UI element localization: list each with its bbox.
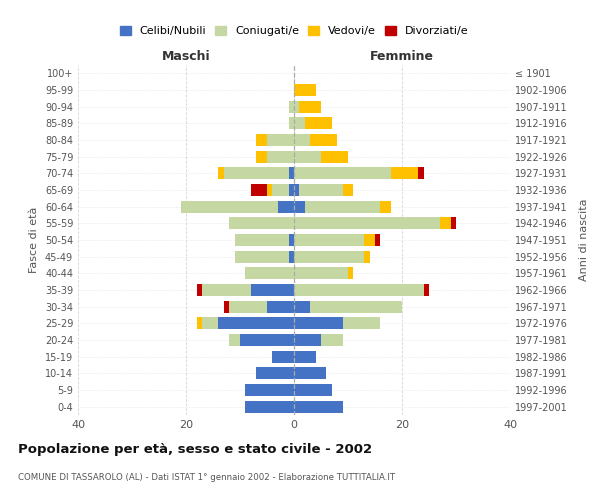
Bar [299,100,321,112]
Bar [451,218,456,230]
Bar [305,200,380,212]
Bar [348,268,353,280]
Bar [267,134,294,146]
Text: Popolazione per età, sesso e stato civile - 2002: Popolazione per età, sesso e stato civil… [18,442,372,456]
Text: COMUNE DI TASSAROLO (AL) - Dati ISTAT 1° gennaio 2002 - Elaborazione TUTTITALIA.: COMUNE DI TASSAROLO (AL) - Dati ISTAT 1°… [18,472,395,482]
Bar [202,318,218,330]
Bar [294,400,343,412]
Bar [321,150,348,162]
Bar [294,318,343,330]
Bar [229,218,294,230]
Bar [294,368,326,380]
Bar [267,184,272,196]
Bar [310,300,402,312]
Text: Maschi: Maschi [161,50,211,62]
Bar [294,300,310,312]
Bar [310,134,337,146]
Bar [224,300,229,312]
Bar [440,218,451,230]
Bar [343,184,353,196]
Bar [235,234,289,246]
Bar [289,250,294,262]
Bar [294,200,305,212]
Bar [294,268,348,280]
Bar [289,234,294,246]
Bar [299,184,343,196]
Bar [256,368,294,380]
Bar [321,334,343,346]
Bar [294,334,321,346]
Bar [294,168,391,179]
Bar [294,184,299,196]
Bar [218,318,294,330]
Bar [240,334,294,346]
Text: Femmine: Femmine [370,50,434,62]
Bar [391,168,418,179]
Bar [380,200,391,212]
Bar [364,250,370,262]
Y-axis label: Anni di nascita: Anni di nascita [579,198,589,281]
Bar [294,218,440,230]
Bar [289,118,294,130]
Bar [289,168,294,179]
Bar [294,284,424,296]
Bar [294,118,305,130]
Bar [272,350,294,362]
Bar [245,268,294,280]
Bar [294,350,316,362]
Legend: Celibi/Nubili, Coniugati/e, Vedovi/e, Divorziati/e: Celibi/Nubili, Coniugati/e, Vedovi/e, Di… [115,22,473,41]
Bar [289,100,294,112]
Bar [202,284,251,296]
Bar [294,250,364,262]
Bar [267,300,294,312]
Bar [294,150,321,162]
Bar [218,168,224,179]
Y-axis label: Fasce di età: Fasce di età [29,207,39,273]
Bar [229,300,267,312]
Bar [256,150,267,162]
Bar [418,168,424,179]
Bar [197,318,202,330]
Bar [267,150,294,162]
Bar [294,134,310,146]
Bar [251,284,294,296]
Bar [294,84,316,96]
Bar [294,100,299,112]
Bar [251,184,267,196]
Bar [229,334,240,346]
Bar [424,284,429,296]
Bar [197,284,202,296]
Bar [294,234,364,246]
Bar [289,184,294,196]
Bar [235,250,289,262]
Bar [278,200,294,212]
Bar [256,134,267,146]
Bar [343,318,380,330]
Bar [245,384,294,396]
Bar [245,400,294,412]
Bar [364,234,375,246]
Bar [305,118,332,130]
Bar [272,184,289,196]
Bar [375,234,380,246]
Bar [224,168,289,179]
Bar [294,384,332,396]
Bar [181,200,278,212]
